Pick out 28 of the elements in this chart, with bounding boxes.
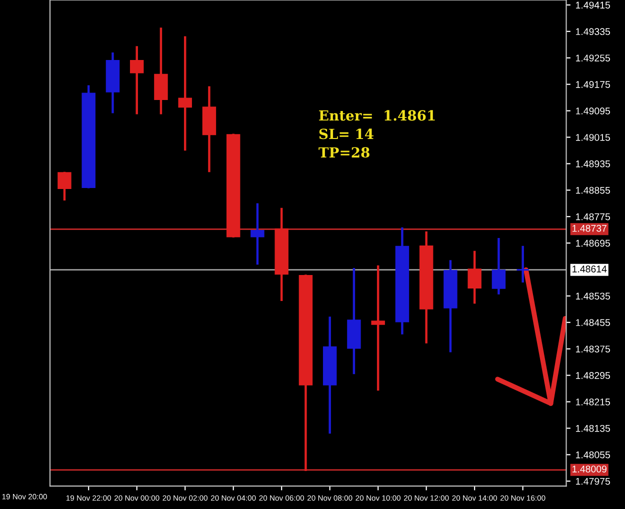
y-tick-label: 1.49335 [576,28,610,36]
y-tick-label: 1.48055 [576,451,610,458]
annotation: SL= 14 [319,128,374,140]
y-tick-label: 1.49095 [576,108,610,114]
candlestick [516,246,530,283]
y-tick-label: 1.48855 [576,186,610,194]
candlestick [250,203,264,265]
y-tick-label: 1.48535 [576,292,610,300]
y-tick-label: 1.47975 [576,478,610,485]
y-tick-label: 1.49415 [576,2,610,9]
candlestick [371,265,385,391]
y-tick-label: 1.48375 [576,346,610,352]
y-tick-label: 1.48135 [576,424,610,432]
y-tick-label: 1.48295 [576,372,610,379]
ref-line-label: 1.48009 [572,466,606,472]
annotation: TP=28 [318,147,370,158]
ref-line-label: 1.48614 [572,266,607,272]
y-tick-label: 1.48455 [576,319,610,326]
y-tick-label: 1.48935 [576,160,610,168]
y-tick-label: 1.49255 [576,54,610,62]
candlestick [178,36,192,151]
y-tick-label: 1.49015 [576,134,610,141]
y-tick-label: 1.48215 [576,398,610,406]
ref-line-label: 1.48737 [572,224,606,232]
y-tick-label: 1.48695 [576,240,610,247]
y-tick-label: 1.49175 [576,81,610,88]
y-tick-label: 1.48775 [576,213,610,220]
annotation: Enter= 1.4861 [319,110,435,121]
